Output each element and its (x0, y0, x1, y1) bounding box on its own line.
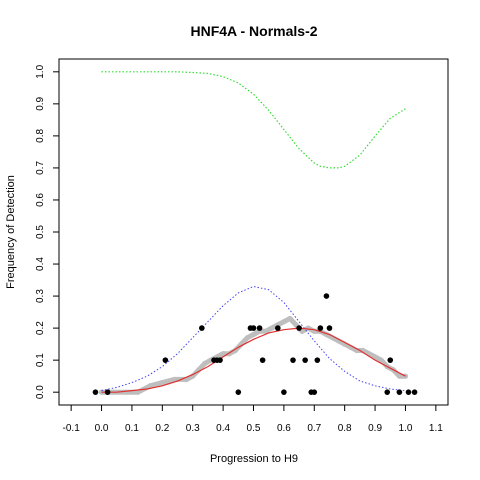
y-tick-label: 0.0 (35, 385, 46, 399)
plot-frame (58, 58, 449, 406)
x-tick-label: 0.7 (307, 423, 321, 434)
red-fit-line (101, 327, 406, 393)
grey-point (263, 328, 269, 334)
data-point (387, 357, 394, 363)
plot-area (92, 71, 418, 395)
x-tick-label: 0.5 (247, 423, 261, 434)
x-tick-label: 0.1 (125, 423, 139, 434)
grey-point (159, 379, 165, 386)
data-point (281, 389, 287, 395)
x-tick-label: 1.0 (399, 423, 413, 434)
grey-point (372, 354, 378, 360)
y-tick-label: 0.5 (35, 225, 46, 239)
y-tick-label: 0.4 (35, 257, 46, 271)
x-tick-label: -0.1 (63, 423, 81, 434)
grey-point (250, 331, 257, 338)
y-tick-label: 0.1 (35, 353, 46, 367)
x-axis: -0.1 0.0 0.1 0.2 0.3 0.4 0.5 0.6 0.7 0.8 0.9 1.0 1.1 (63, 405, 443, 434)
grey-point (287, 315, 293, 322)
x-tick-label: 0.4 (216, 423, 230, 434)
grey-point (244, 335, 251, 341)
data-point (162, 357, 169, 363)
grey-point (281, 319, 287, 325)
grey-point (269, 325, 275, 331)
y-tick-label: 0.9 (35, 96, 46, 110)
y-tick-label: 1.0 (35, 64, 46, 78)
data-point (199, 325, 205, 331)
x-tick-label: 0.0 (95, 423, 109, 434)
data-point (296, 325, 302, 331)
grey-point (396, 373, 402, 379)
data-point (235, 389, 242, 395)
data-point (104, 389, 111, 395)
y-axis-label: Frequency of Detection (5, 175, 17, 289)
y-tick-label: 0.6 (35, 193, 46, 207)
data-point (384, 389, 391, 395)
data-point (259, 357, 266, 363)
x-tick-label: 0.2 (155, 423, 169, 434)
grey-point (305, 325, 311, 331)
grey-point (123, 389, 129, 395)
y-tick-label: 0.8 (35, 129, 46, 143)
x-tick-label: 0.6 (277, 423, 291, 434)
data-point (302, 357, 308, 363)
x-tick-label: 1.1 (429, 423, 443, 434)
data-point (411, 389, 418, 395)
green-dotted-curve (101, 71, 406, 169)
grey-point (135, 389, 141, 395)
grey-point (202, 360, 208, 366)
data-point (290, 357, 296, 363)
y-tick-label: 0.3 (35, 289, 46, 303)
data-point (250, 325, 257, 331)
y-tick-label: 0.2 (35, 321, 46, 335)
data-point (326, 325, 333, 331)
data-point (275, 325, 281, 331)
grey-point (171, 376, 178, 382)
data-point (311, 389, 318, 395)
y-tick-label: 0.7 (35, 161, 46, 175)
data-point (396, 389, 403, 395)
data-point (92, 389, 99, 395)
x-axis-label: Progression to H9 (210, 453, 298, 465)
x-tick-label: 0.9 (368, 423, 382, 434)
grey-point (147, 383, 153, 389)
x-tick-label: 0.8 (338, 423, 352, 434)
data-point (217, 357, 223, 363)
grey-point (232, 347, 238, 354)
grey-point (378, 357, 384, 363)
data-point (317, 325, 324, 331)
data-point (323, 293, 330, 299)
data-point (314, 357, 321, 363)
chart-title: HNF4A - Normals-2 (190, 23, 317, 39)
data-point (256, 325, 263, 331)
x-tick-label: 0.3 (186, 423, 200, 434)
y-axis: 0.0 0.1 0.2 0.3 0.4 0.5 0.6 0.7 0.8 0.9 1.0 (35, 64, 59, 399)
grey-point (220, 351, 226, 357)
blue-dotted-curve (101, 285, 406, 392)
data-point (405, 389, 412, 395)
